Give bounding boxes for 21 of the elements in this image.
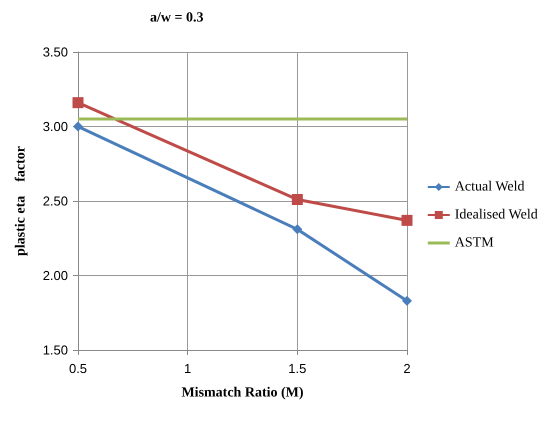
x-tick-label: 0.5 [68,361,88,376]
x-tick-label: 1 [184,361,192,376]
x-tick-label: 1.5 [288,361,306,376]
y-tick-label: 2.00 [42,268,68,283]
y-axis-title: plastic eta factor [14,146,28,256]
point [73,122,83,132]
chart-title: a/w = 0.3 [150,10,204,26]
point [402,214,412,226]
point [292,194,303,206]
point [72,97,84,108]
x-tick-label: 2 [403,361,411,376]
y-tick-label: 3.50 [42,44,68,60]
legend-label: Actual Weld [454,180,525,194]
legend-label: ASTM [454,236,494,250]
y-tick-label: 2.50 [42,194,68,208]
point [292,224,302,234]
y-tick-label: 1.50 [42,342,68,358]
x-axis-title: Mismatch Ratio (M) [181,386,304,400]
y-tick-label: 3.00 [42,119,68,134]
point [402,296,412,306]
legend-label: Idealised Weld [454,208,538,222]
